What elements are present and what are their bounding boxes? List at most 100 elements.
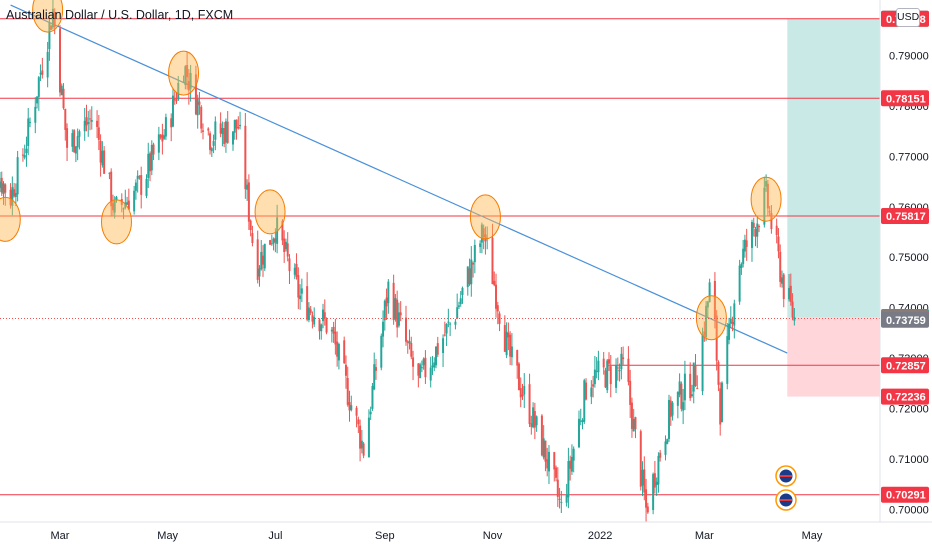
candle-body bbox=[616, 367, 619, 369]
candle-body bbox=[103, 150, 106, 174]
candle-body bbox=[246, 184, 249, 190]
candle-body bbox=[262, 255, 265, 265]
candle-body bbox=[542, 438, 545, 458]
candle-body bbox=[295, 264, 298, 277]
candle-body bbox=[683, 373, 686, 401]
candle-body bbox=[528, 384, 531, 424]
highlight-circles bbox=[0, 0, 782, 341]
candle-body bbox=[170, 118, 173, 128]
candle-body bbox=[690, 394, 693, 397]
chart-title: Australian Dollar / U.S. Dollar, 1D, FXC… bbox=[6, 8, 234, 22]
candle-body bbox=[459, 298, 462, 305]
candle-body bbox=[565, 495, 568, 503]
candle-body bbox=[517, 363, 520, 391]
candle-body bbox=[768, 211, 771, 213]
candle-body bbox=[766, 183, 769, 209]
candle-body bbox=[420, 367, 423, 369]
candle-body bbox=[641, 469, 644, 486]
price-axis[interactable]: 0.700000.710000.720000.730000.740000.750… bbox=[889, 50, 929, 516]
candle-body bbox=[643, 469, 646, 493]
candle-body bbox=[399, 312, 402, 316]
candle-body bbox=[689, 373, 692, 399]
candle-body bbox=[140, 174, 143, 195]
position-zones bbox=[787, 18, 880, 397]
candle-body bbox=[281, 220, 284, 241]
flag-stripe bbox=[780, 499, 792, 501]
candle-body bbox=[556, 479, 559, 497]
candle-body bbox=[694, 365, 697, 387]
candle-body bbox=[124, 202, 127, 208]
candle-body bbox=[283, 238, 286, 253]
candle-body bbox=[83, 120, 86, 132]
candle-body bbox=[171, 95, 174, 127]
time-axis[interactable]: Mar May Jul Sep Nov 2022 Mar May bbox=[51, 530, 823, 542]
candle-body bbox=[145, 178, 148, 196]
highlight-circle bbox=[750, 176, 782, 222]
candle-body bbox=[461, 287, 464, 296]
candle-body bbox=[186, 65, 189, 78]
candle-body bbox=[763, 187, 766, 225]
candle-body bbox=[343, 340, 346, 364]
candle-body bbox=[313, 317, 316, 325]
candle-body bbox=[655, 481, 658, 486]
event-flags[interactable] bbox=[775, 465, 797, 511]
candle-body bbox=[219, 123, 222, 134]
candle-body bbox=[244, 125, 247, 190]
candle-body bbox=[256, 239, 259, 280]
candle-body bbox=[226, 121, 229, 143]
candle-body bbox=[482, 228, 485, 237]
candle-body bbox=[16, 157, 19, 195]
candle-body bbox=[740, 263, 743, 268]
candle-body bbox=[37, 77, 40, 97]
candle-body bbox=[719, 388, 722, 425]
candle-body bbox=[380, 335, 383, 368]
candle-body bbox=[224, 121, 227, 143]
candle-body bbox=[397, 312, 400, 326]
x-tick-label: May bbox=[802, 530, 823, 542]
au-flag-icon[interactable] bbox=[775, 465, 797, 487]
candle-body bbox=[726, 336, 729, 384]
candle-body bbox=[46, 51, 49, 78]
horizontal-levels bbox=[0, 18, 880, 496]
candle-body bbox=[639, 431, 642, 487]
candle-body bbox=[728, 323, 731, 340]
candle-body bbox=[676, 392, 679, 406]
candle-body bbox=[466, 266, 469, 288]
candle-body bbox=[223, 128, 226, 145]
candle-body bbox=[258, 268, 261, 277]
price-tag-label: 0.73759 bbox=[886, 315, 926, 327]
candle-body bbox=[510, 346, 513, 358]
candle-body bbox=[509, 334, 512, 357]
candle-body bbox=[408, 341, 411, 344]
candle-body bbox=[348, 402, 351, 411]
candle-body bbox=[212, 141, 215, 146]
candle-body bbox=[122, 208, 125, 210]
candle-body bbox=[454, 321, 457, 325]
candle-body bbox=[60, 85, 63, 96]
candle-body bbox=[412, 357, 415, 367]
candle-body bbox=[659, 452, 662, 458]
candle-body bbox=[189, 72, 192, 89]
candle-body bbox=[371, 386, 374, 409]
candle-body bbox=[300, 288, 303, 294]
candle-body bbox=[36, 96, 39, 104]
candle-body bbox=[666, 439, 669, 444]
candle-body bbox=[76, 136, 79, 148]
candle-body bbox=[111, 203, 114, 211]
currency-button[interactable]: USD bbox=[896, 8, 920, 27]
candle-body bbox=[443, 334, 446, 336]
candle-body bbox=[362, 443, 365, 456]
highlight-circle bbox=[100, 199, 132, 245]
candle-body bbox=[134, 182, 137, 191]
candle-body bbox=[782, 274, 785, 299]
candle-body bbox=[157, 134, 160, 153]
candle-body bbox=[187, 80, 190, 91]
candle-body bbox=[777, 236, 780, 252]
us-flag-icon[interactable] bbox=[775, 489, 797, 511]
y-tick-label: 0.75000 bbox=[889, 252, 929, 264]
candle-body bbox=[150, 144, 153, 171]
candle-body bbox=[383, 300, 386, 321]
candle-body bbox=[161, 134, 164, 142]
candle-body bbox=[173, 98, 176, 101]
